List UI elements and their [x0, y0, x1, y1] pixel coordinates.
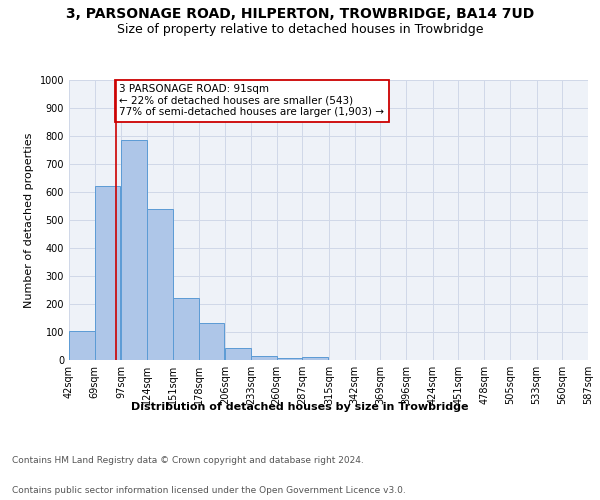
Bar [147, 210, 173, 360]
Bar [173, 298, 199, 360]
Bar [199, 323, 224, 360]
Bar [95, 186, 121, 360]
Text: 3 PARSONAGE ROAD: 91sqm
← 22% of detached houses are smaller (543)
77% of semi-d: 3 PARSONAGE ROAD: 91sqm ← 22% of detache… [119, 84, 385, 117]
Bar [225, 348, 251, 360]
Text: Size of property relative to detached houses in Trowbridge: Size of property relative to detached ho… [117, 22, 483, 36]
Bar [121, 140, 147, 360]
Bar [277, 358, 302, 360]
Text: 3, PARSONAGE ROAD, HILPERTON, TROWBRIDGE, BA14 7UD: 3, PARSONAGE ROAD, HILPERTON, TROWBRIDGE… [66, 8, 534, 22]
Text: Distribution of detached houses by size in Trowbridge: Distribution of detached houses by size … [131, 402, 469, 412]
Text: Contains HM Land Registry data © Crown copyright and database right 2024.: Contains HM Land Registry data © Crown c… [12, 456, 364, 465]
Bar [69, 331, 95, 360]
Text: Contains public sector information licensed under the Open Government Licence v3: Contains public sector information licen… [12, 486, 406, 495]
Y-axis label: Number of detached properties: Number of detached properties [24, 132, 34, 308]
Bar [302, 356, 328, 360]
Bar [251, 356, 277, 360]
